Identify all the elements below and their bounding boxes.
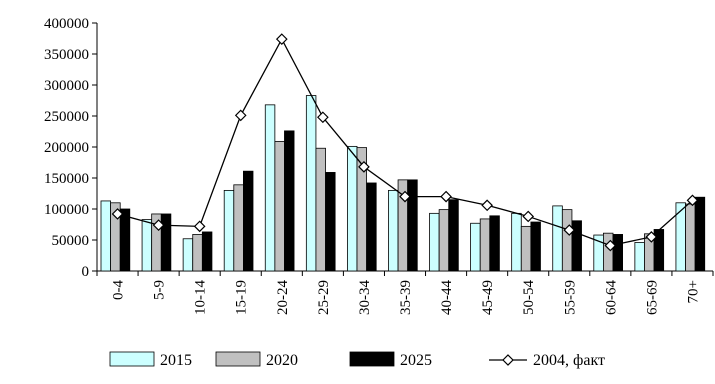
bar-2025-40-44 (448, 199, 459, 272)
x-tick-label: 55-59 (562, 280, 578, 315)
x-tick-label: 10-14 (193, 280, 209, 315)
point-2004-5-9 (152, 219, 165, 231)
bar-2025-60-64 (612, 234, 624, 272)
legend-label-2015: 2015 (160, 352, 192, 369)
y-tick-label: 250000 (44, 109, 89, 125)
point-2004-25-29 (317, 111, 329, 124)
bar-2015-35-39 (388, 189, 399, 272)
point-2004-0-4 (111, 208, 124, 220)
bar-2025-15-19 (242, 170, 254, 272)
point-2004-65-69 (645, 231, 658, 243)
point-2004-35-39 (399, 190, 411, 203)
bar-2025-5-9 (160, 213, 172, 272)
y-axis: 0 50000 100000 150000 200000 250000 300000 3500… (44, 16, 98, 280)
y-tick-label: 0 (82, 264, 90, 280)
y-tick-label: 50000 (52, 233, 90, 249)
bar-2020-40-44 (438, 209, 450, 272)
x-tick-label: 65-69 (644, 280, 660, 315)
legend-swatch-2025 (349, 351, 395, 367)
bar-2015-50-54 (511, 212, 522, 272)
point-2004-15-19 (234, 109, 247, 122)
legend-swatch-2015 (109, 351, 155, 367)
x-tick-label: 15-19 (234, 280, 250, 315)
y-tick-label: 200000 (44, 140, 89, 156)
bar-2025-55-59 (571, 220, 582, 272)
point-2004-45-49 (481, 199, 493, 212)
bar-2015-55-59 (552, 205, 563, 272)
x-tick-label: 50-54 (521, 280, 537, 315)
bar-2020-25-29 (315, 147, 326, 272)
legend-swatch-2020 (215, 351, 261, 367)
point-2004-60-64 (604, 239, 617, 252)
x-tick-label: 0-4 (111, 280, 127, 300)
y-tick-label: 150000 (44, 171, 89, 187)
bar-2015-25-29 (305, 95, 317, 272)
y-tick-label: 100000 (44, 202, 89, 218)
y-tick-label: 400000 (44, 16, 89, 32)
point-2004-30-34 (358, 160, 370, 173)
point-2004-10-14 (193, 220, 206, 233)
bar-2020-50-54 (520, 225, 532, 272)
bar-2025-0-4 (119, 208, 131, 272)
bar-2025-25-29 (325, 172, 336, 272)
point-2004-70+ (686, 194, 699, 207)
x-tick-label: 45-49 (480, 280, 496, 315)
bar-2015-20-24 (264, 104, 276, 272)
point-2004-40-44 (440, 190, 452, 203)
bar-2015-30-34 (346, 145, 358, 272)
bar-2015-15-19 (223, 189, 235, 272)
x-tick-label: 40-44 (439, 280, 455, 315)
bar-2025-50-54 (530, 221, 541, 272)
bar-2020-45-49 (479, 218, 491, 272)
bar-2020-55-59 (561, 209, 573, 272)
bar-2025-10-14 (201, 231, 213, 272)
x-tick-label: 30-34 (357, 280, 373, 315)
bar-2015-45-49 (470, 222, 481, 272)
bar-2020-70+ (685, 203, 696, 272)
y-tick-label: 300000 (44, 78, 89, 94)
point-2004-50-54 (522, 210, 535, 223)
point-2004-55-59 (563, 224, 576, 236)
bar-2020-15-19 (233, 184, 244, 272)
y-tick-label: 350000 (44, 47, 89, 63)
bar-2025-45-49 (489, 215, 500, 272)
bars (100, 95, 706, 272)
legend-label-2020: 2020 (266, 352, 298, 369)
x-tick-label: 5-9 (152, 280, 168, 300)
legend: 2015 2020 2025 2004, факт (109, 351, 605, 369)
x-tick-label: 35-39 (398, 280, 414, 315)
legend-marker-2004 (502, 354, 514, 366)
bar-2015-5-9 (141, 219, 153, 272)
bar-2015-65-69 (634, 242, 645, 272)
x-axis: 0-4 5-9 10-14 15-19 20-24 25-29 30-34 35-39 40-4… (96, 270, 714, 315)
legend-label-2025: 2025 (400, 352, 432, 369)
bar-2025-30-34 (366, 182, 377, 272)
bar-2025-20-24 (284, 130, 295, 272)
point-2004-20-24 (275, 33, 288, 45)
x-tick-label: 70+ (685, 280, 701, 303)
x-tick-label: 20-24 (275, 280, 291, 315)
bar-2015-40-44 (429, 212, 440, 272)
bar-2025-35-39 (407, 179, 418, 272)
bar-2015-10-14 (182, 238, 194, 272)
x-tick-label: 60-64 (603, 280, 619, 315)
line-series (111, 33, 699, 252)
bar-2025-70+ (694, 196, 706, 272)
legend-label-2004: 2004, факт (533, 352, 605, 369)
bar-2020-60-64 (603, 232, 614, 272)
x-tick-label: 25-29 (316, 280, 332, 315)
bar-2015-0-4 (100, 200, 112, 272)
bar-2020-10-14 (192, 234, 203, 272)
bar-2020-20-24 (274, 141, 285, 272)
